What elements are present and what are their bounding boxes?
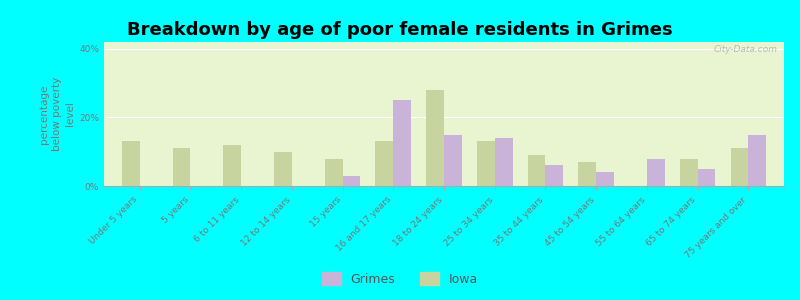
Bar [394, 100, 411, 186]
Bar [122, 141, 139, 186]
Bar [274, 152, 292, 186]
Bar [223, 145, 241, 186]
Bar [477, 141, 494, 186]
Bar [426, 90, 444, 186]
Bar [342, 176, 360, 186]
Legend: Grimes, Iowa: Grimes, Iowa [317, 267, 483, 291]
Bar [546, 165, 563, 186]
Bar [173, 148, 190, 186]
Bar [325, 159, 342, 186]
Y-axis label: percentage
below poverty
level: percentage below poverty level [38, 77, 75, 151]
Bar [730, 148, 749, 186]
Bar [494, 138, 513, 186]
Bar [578, 162, 596, 186]
Bar [698, 169, 715, 186]
Bar [528, 155, 546, 186]
Bar [375, 141, 394, 186]
Bar [444, 135, 462, 186]
Text: Breakdown by age of poor female residents in Grimes: Breakdown by age of poor female resident… [127, 21, 673, 39]
Text: City-Data.com: City-Data.com [714, 45, 778, 54]
Bar [749, 135, 766, 186]
Bar [680, 159, 698, 186]
Bar [596, 172, 614, 186]
Bar [647, 159, 665, 186]
